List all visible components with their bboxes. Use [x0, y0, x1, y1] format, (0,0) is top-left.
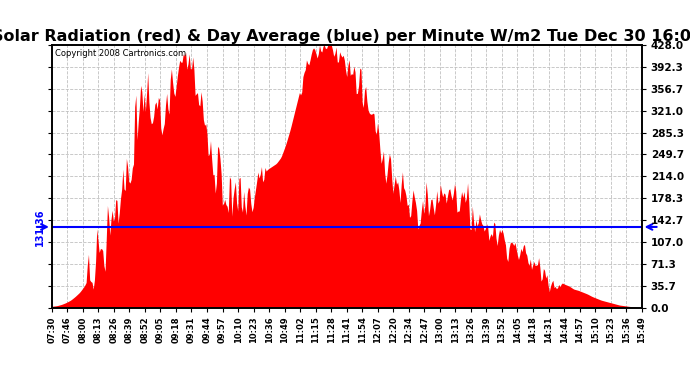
Title: Solar Radiation (red) & Day Average (blue) per Minute W/m2 Tue Dec 30 16:00: Solar Radiation (red) & Day Average (blu… — [0, 29, 690, 44]
Text: 131.36: 131.36 — [35, 208, 45, 246]
Text: Copyright 2008 Cartronics.com: Copyright 2008 Cartronics.com — [55, 49, 186, 58]
